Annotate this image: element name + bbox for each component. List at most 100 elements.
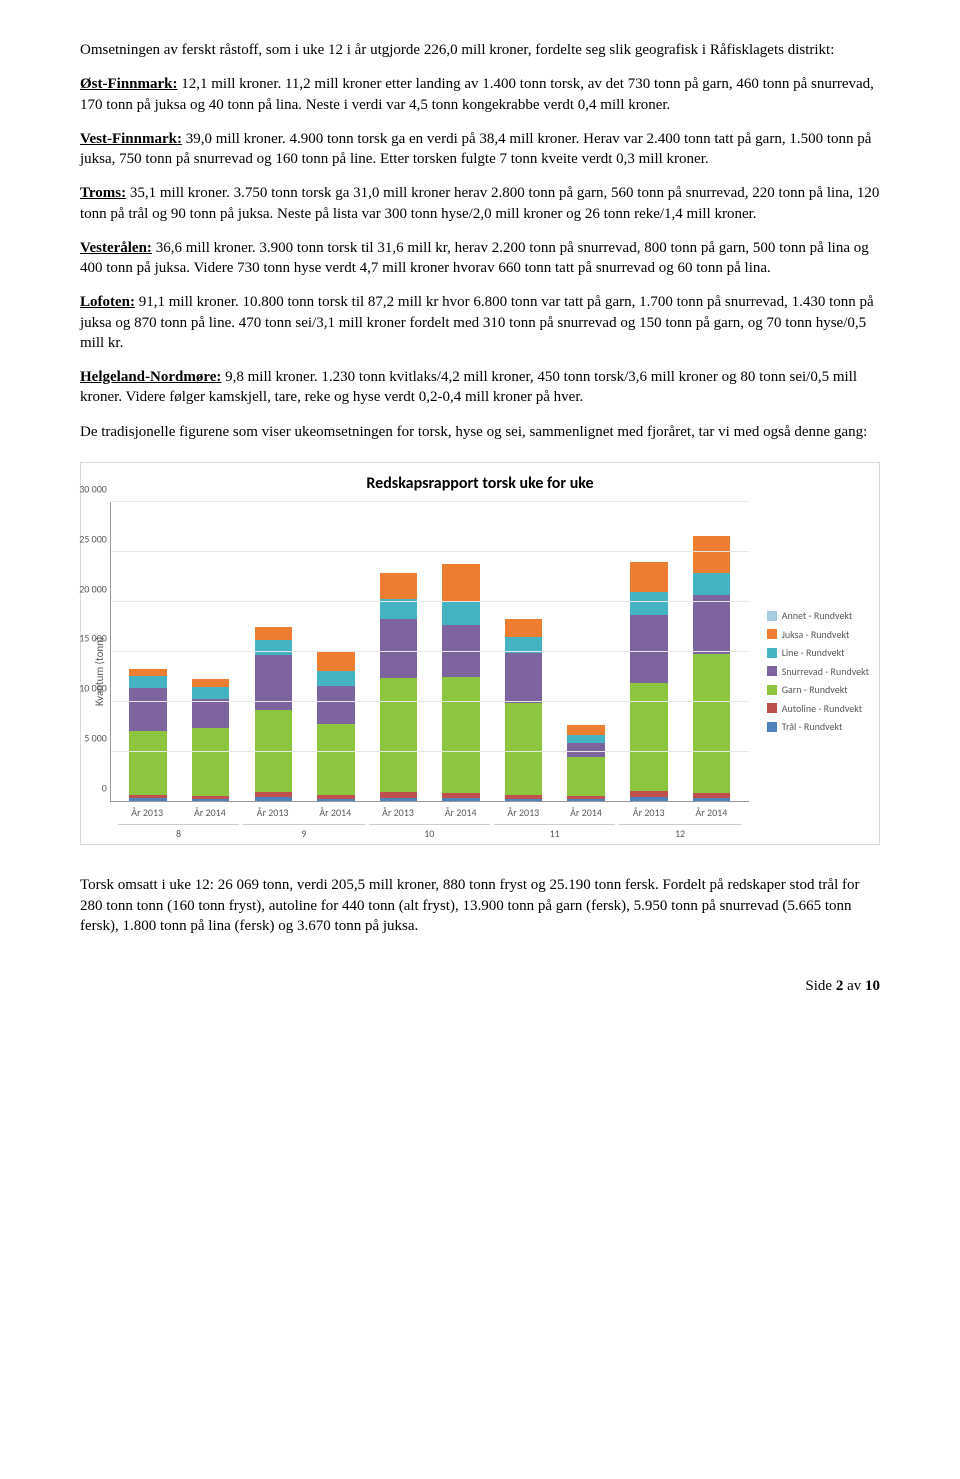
chart-bar-segment <box>442 564 480 601</box>
chart-plot-area: 05 00010 00015 00020 00025 00030 000 <box>110 502 749 802</box>
chart-group-labels: 89 101112 <box>110 824 749 841</box>
chart-group-label: 11 <box>494 824 615 841</box>
chart-gridline <box>111 551 749 552</box>
chart-bar-slot <box>617 502 680 801</box>
chart-bar-segment <box>567 757 605 796</box>
chart-xlabel: År 2014 <box>429 806 492 820</box>
chart-ytick: 20 000 <box>79 582 111 596</box>
chart-legend-swatch <box>767 666 777 676</box>
region-vest-finnmark: Vest-Finnmark: 39,0 mill kroner. 4.900 t… <box>80 129 880 170</box>
chart-xlabel: År 2014 <box>179 806 242 820</box>
chart-bar-segment <box>317 799 355 801</box>
chart-bar-segment <box>129 688 167 731</box>
chart-bar-segment <box>630 592 668 615</box>
page-footer: Side 2 av 10 <box>80 976 880 996</box>
chart-legend: Annet - Rundvekt Juksa - Rundvekt Line - R… <box>749 502 869 840</box>
redskap-chart: Redskapsrapport torsk uke for uke Kvantu… <box>80 462 880 846</box>
chart-bar <box>317 651 355 801</box>
chart-xlabel: År 2014 <box>555 806 618 820</box>
chart-bar-slot <box>367 502 430 801</box>
region-body: 35,1 mill kroner. 3.750 tonn torsk ga 31… <box>80 185 879 221</box>
chart-bar <box>505 619 543 801</box>
chart-legend-swatch <box>767 685 777 695</box>
chart-ytick: 10 000 <box>79 681 111 695</box>
pre-chart-paragraph: De tradisjonelle figurene som viser ukeo… <box>80 422 880 442</box>
chart-bar-slot <box>117 502 180 801</box>
chart-group-label: 10 <box>369 824 490 841</box>
chart-bar-segment <box>317 651 355 671</box>
chart-bar-segment <box>505 799 543 801</box>
chart-bar <box>192 679 230 801</box>
chart-legend-swatch <box>767 629 777 639</box>
chart-bar-segment <box>442 798 480 801</box>
footer-prefix: Side <box>805 978 835 994</box>
chart-bar-segment <box>630 683 668 791</box>
chart-bar-segment <box>630 615 668 683</box>
chart-legend-swatch <box>767 611 777 621</box>
chart-title: Redskapsrapport torsk uke for uke <box>91 473 869 495</box>
chart-bar-slot <box>179 502 242 801</box>
chart-bar-segment <box>442 601 480 625</box>
chart-x-labels: År 2013År 2014År 2013År 2014År 2013År 20… <box>110 806 749 820</box>
intro-paragraph: Omsetningen av ferskt råstoff, som i uke… <box>80 40 880 60</box>
chart-legend-item: Snurrevad - Rundvekt <box>767 665 869 679</box>
chart-bar-segment <box>380 599 418 619</box>
chart-bar-slot <box>555 502 618 801</box>
region-heading: Helgeland-Nordmøre: <box>80 369 221 385</box>
region-body: 36,6 mill kroner. 3.900 tonn torsk til 3… <box>80 240 869 276</box>
region-heading: Troms: <box>80 185 126 201</box>
chart-gridline <box>111 701 749 702</box>
chart-legend-item: Trål - Rundvekt <box>767 720 869 734</box>
chart-xlabel: År 2014 <box>304 806 367 820</box>
chart-bar-segment <box>630 797 668 801</box>
chart-legend-item: Garn - Rundvekt <box>767 683 869 697</box>
chart-ytick: 25 000 <box>79 532 111 546</box>
chart-bar-segment <box>255 797 293 801</box>
chart-legend-label: Trål - Rundvekt <box>782 720 843 734</box>
chart-bar-segment <box>693 595 731 654</box>
chart-xlabel: År 2013 <box>116 806 179 820</box>
chart-xlabel: År 2013 <box>617 806 680 820</box>
chart-gridline <box>111 651 749 652</box>
post-chart-paragraph: Torsk omsatt i uke 12: 26 069 tonn, verd… <box>80 875 880 936</box>
chart-bar-segment <box>192 699 230 728</box>
chart-gridline <box>111 601 749 602</box>
chart-bar-segment <box>693 654 731 793</box>
chart-bar-segment <box>693 536 731 573</box>
chart-gridline <box>111 501 749 502</box>
footer-total: 10 <box>865 978 880 994</box>
chart-bar-segment <box>442 677 480 793</box>
region-heading: Vest-Finnmark: <box>80 131 182 147</box>
chart-bar-segment <box>192 728 230 796</box>
chart-xlabel: År 2014 <box>680 806 743 820</box>
chart-bar-segment <box>317 724 355 795</box>
chart-bar-segment <box>129 798 167 801</box>
chart-legend-item: Line - Rundvekt <box>767 646 869 660</box>
chart-bar-slot <box>492 502 555 801</box>
chart-group-label: 9 <box>243 824 364 841</box>
chart-legend-item: Juksa - Rundvekt <box>767 628 869 642</box>
chart-legend-swatch <box>767 722 777 732</box>
chart-bar-segment <box>192 679 230 687</box>
chart-bar <box>693 536 731 801</box>
chart-group-label: 12 <box>619 824 740 841</box>
chart-legend-label: Juksa - Rundvekt <box>782 628 850 642</box>
chart-bar-segment <box>129 676 167 688</box>
chart-bar-segment <box>129 731 167 795</box>
region-ost-finnmark: Øst-Finnmark: 12,1 mill kroner. 11,2 mil… <box>80 74 880 115</box>
chart-bar-segment <box>192 687 230 699</box>
chart-bar-segment <box>317 686 355 724</box>
region-body: 91,1 mill kroner. 10.800 tonn torsk til … <box>80 294 874 351</box>
chart-group-label: 8 <box>118 824 239 841</box>
chart-bar-segment <box>129 669 167 676</box>
chart-legend-swatch <box>767 648 777 658</box>
region-heading: Lofoten: <box>80 294 135 310</box>
chart-bar-segment <box>192 799 230 801</box>
chart-xlabel: År 2013 <box>241 806 304 820</box>
chart-bar-slot <box>242 502 305 801</box>
region-troms: Troms: 35,1 mill kroner. 3.750 tonn tors… <box>80 183 880 224</box>
region-helgeland: Helgeland-Nordmøre: 9,8 mill kroner. 1.2… <box>80 367 880 408</box>
chart-legend-item: Annet - Rundvekt <box>767 609 869 623</box>
chart-bar-segment <box>380 619 418 678</box>
chart-bar-slot <box>680 502 743 801</box>
